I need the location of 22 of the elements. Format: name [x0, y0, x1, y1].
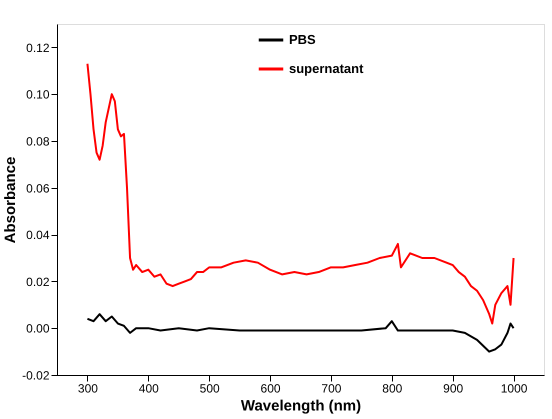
- x-axis-title: Wavelength (nm): [240, 398, 362, 414]
- line-series: [86, 62, 515, 325]
- y-tick-label: 0.04: [26, 228, 50, 242]
- y-axis-title: Absorbance: [2, 156, 20, 244]
- x-tick-label: 700: [321, 382, 342, 396]
- y-tick-label: -0.02: [22, 368, 50, 382]
- y-tick-label: 0.06: [26, 181, 50, 196]
- x-tick-label: 800: [382, 382, 403, 396]
- y-tick-label: 0.12: [26, 40, 50, 55]
- y-tick-label: 0.08: [26, 134, 50, 148]
- x-tick-label: 500: [200, 382, 220, 396]
- y-tick-label: 0.10: [26, 88, 50, 102]
- x-tick-label: 600: [260, 382, 281, 396]
- x-tick-label: 300: [78, 382, 98, 396]
- y-tick-label: 0.02: [26, 274, 50, 289]
- y-tick-label: 0.00: [26, 322, 50, 336]
- x-tick-label: 1000: [500, 382, 528, 396]
- legend-label: PBS: [289, 32, 316, 47]
- legend-label: supernatant: [289, 61, 364, 76]
- x-tick-label: 400: [138, 382, 160, 396]
- line-series: [86, 313, 515, 353]
- x-tick-label: 900: [443, 382, 464, 396]
